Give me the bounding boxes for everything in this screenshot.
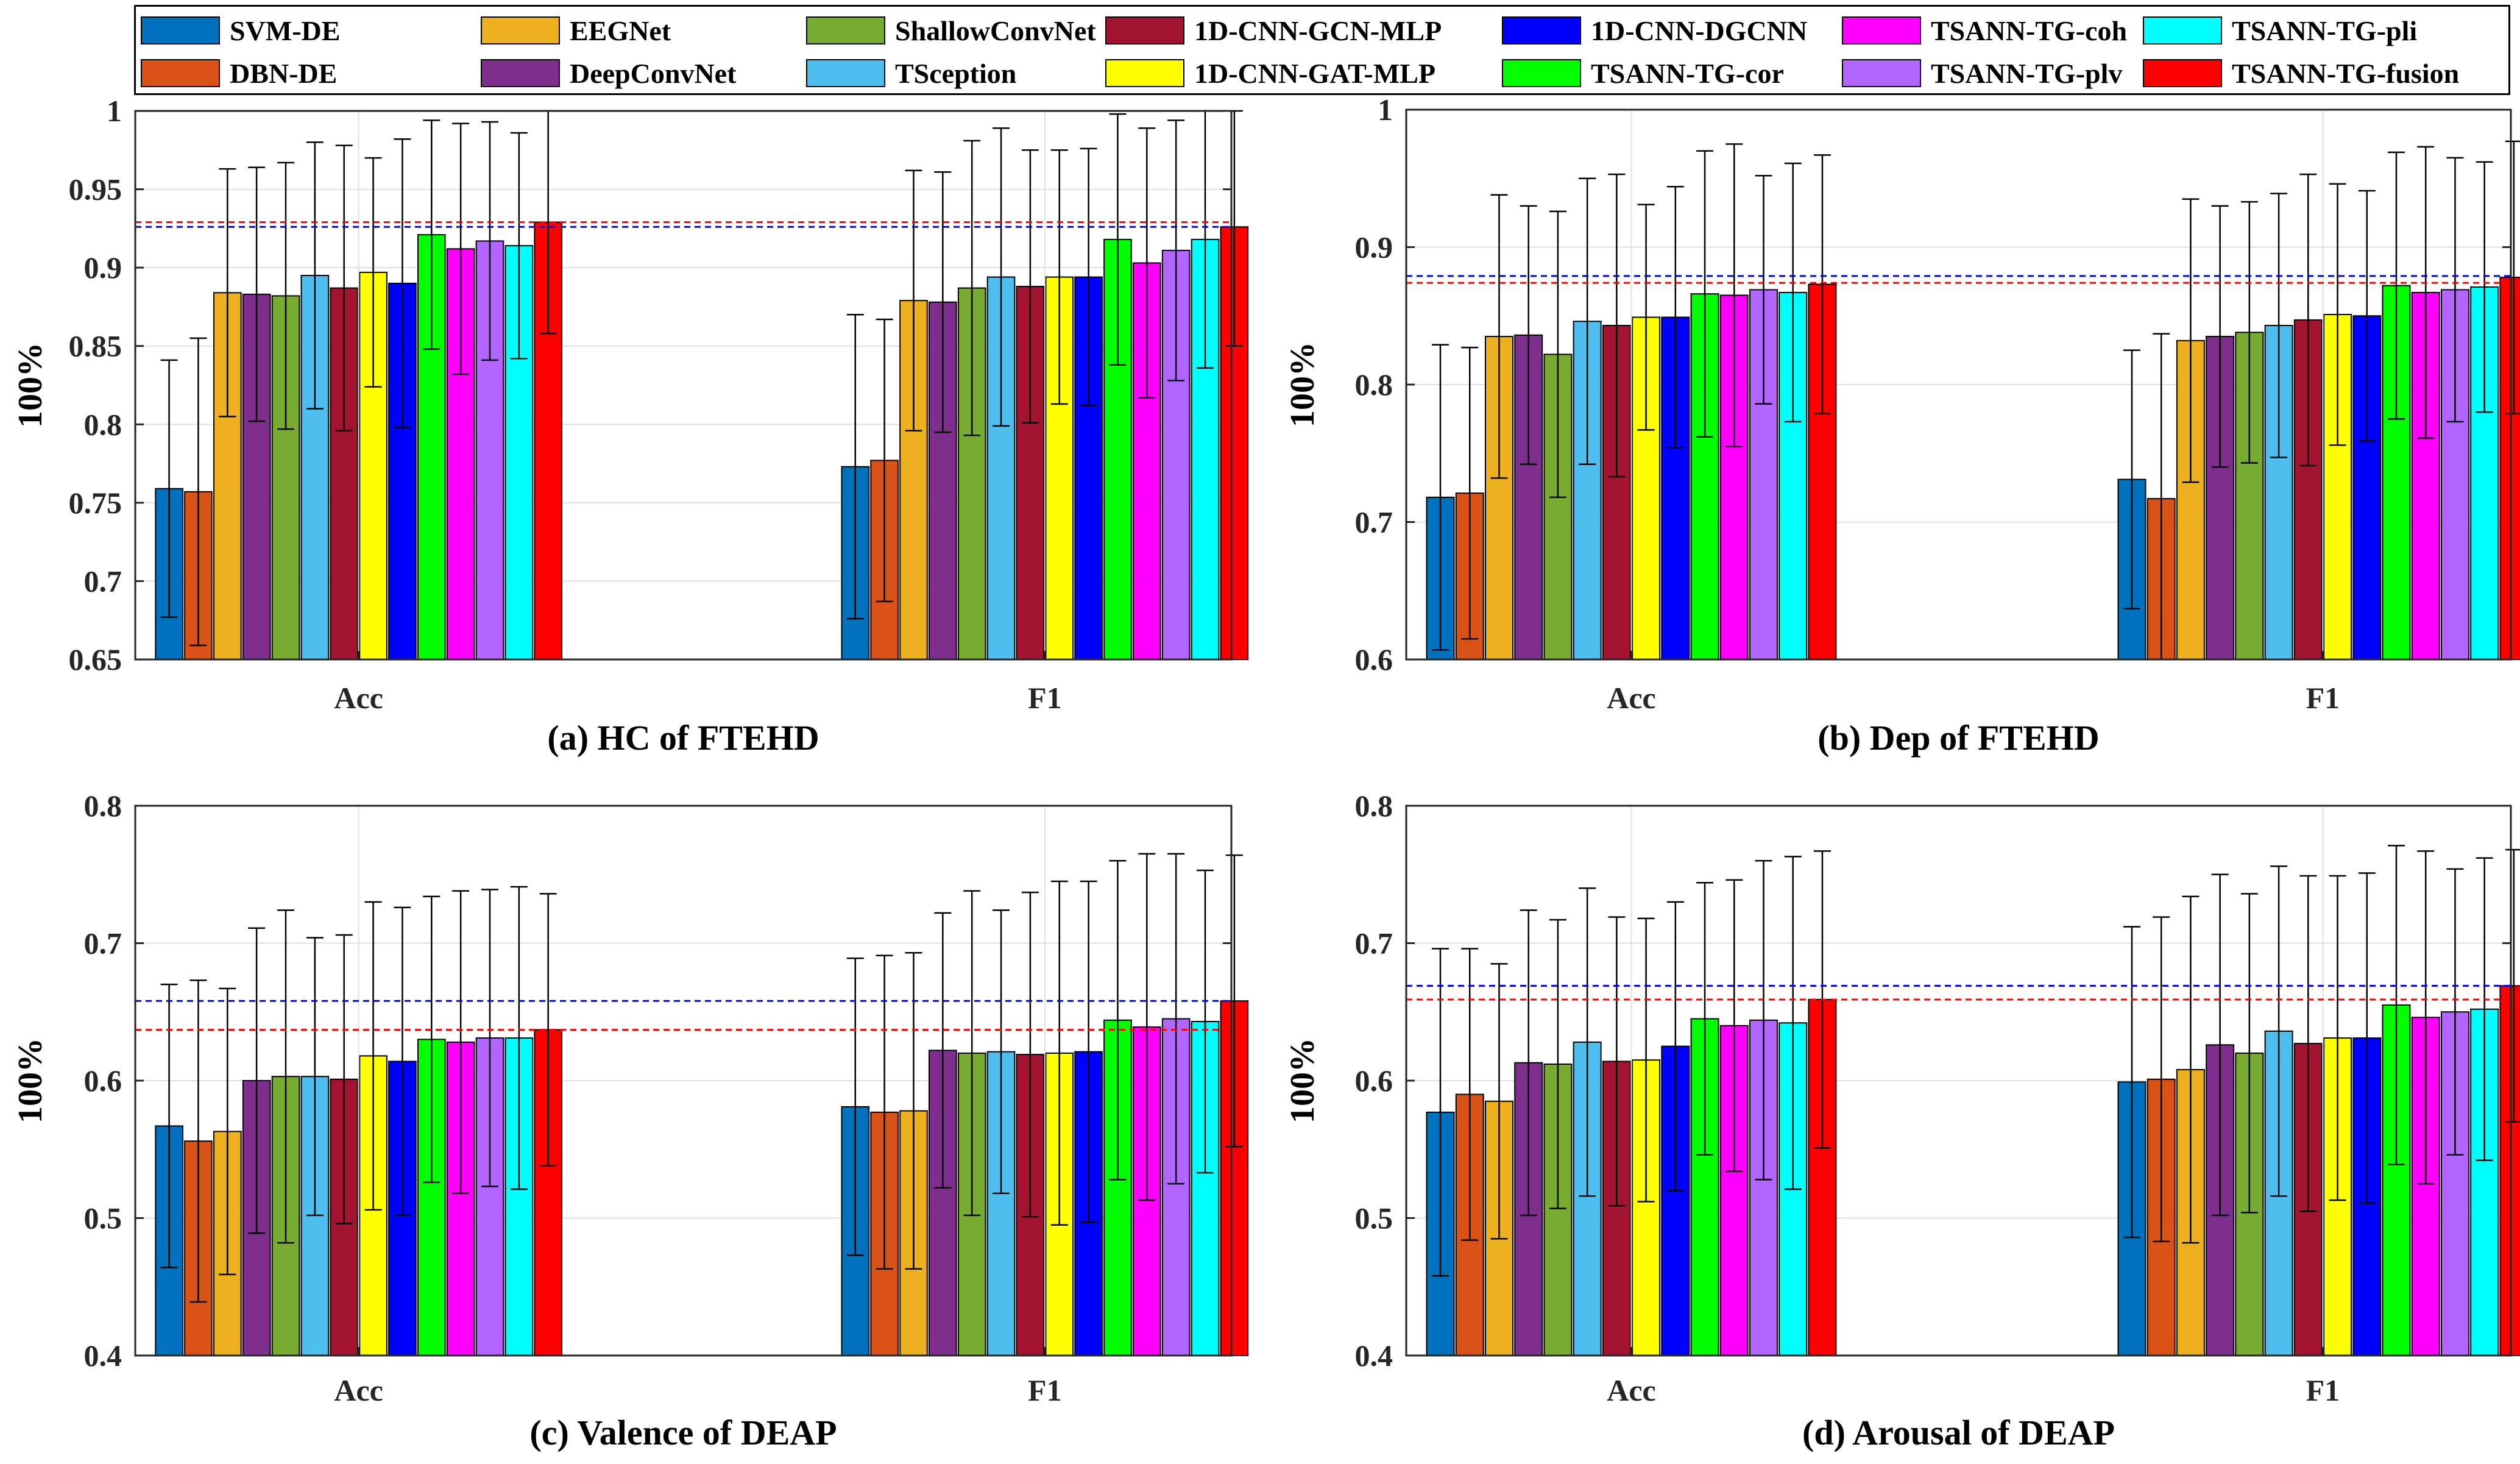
legend-swatch: [2143, 16, 2222, 44]
chart-panel: 0.6 0.7 0.8 0.9 1 Acc F1 100% (b) Dep of FTEHD: [1284, 93, 2520, 758]
legend-swatch: [1105, 59, 1184, 87]
legend-swatch: [481, 16, 560, 44]
y-tick-label: 0.7: [1355, 926, 1393, 961]
chart-panel: 0.4 0.5 0.6 0.7 0.8 Acc F1 100% (d) Arousal of D…: [1284, 789, 2520, 1452]
y-tick-label: 0.6: [1355, 642, 1393, 677]
y-tick-label: 1: [107, 94, 122, 128]
y-axis-label: 100%: [12, 1038, 49, 1123]
legend-swatch: [806, 59, 885, 87]
x-tick-label: Acc: [1607, 1373, 1656, 1407]
y-tick-label: 0.75: [69, 486, 122, 520]
legend-item: DBN-DE: [141, 54, 337, 92]
y-axis-label: 100%: [1284, 342, 1322, 427]
x-tick-label: F1: [1028, 1373, 1062, 1407]
y-tick-label: 0.8: [1355, 368, 1393, 402]
legend-swatch: [806, 16, 885, 44]
legend-label: 1D-CNN-GAT-MLP: [1194, 57, 1436, 89]
legend-item: TSception: [806, 54, 1016, 92]
y-tick-label: 0.4: [84, 1338, 122, 1373]
legend-item: SVM-DE: [141, 12, 340, 49]
y-tick-label: 0.7: [84, 564, 122, 598]
y-tick-label: 0.4: [1355, 1338, 1393, 1373]
y-tick-label: 0.8: [84, 789, 122, 823]
axes-frame: [1405, 805, 2512, 1357]
legend-swatch: [141, 16, 220, 44]
chart-panel: 0.65 0.7 0.75 0.8 0.85 0.9 0.95 1 Acc F1 100% (a) H…: [12, 94, 1249, 758]
axes-frame: [134, 805, 1233, 1357]
legend-item: TSANN-TG-cor: [1502, 54, 1784, 92]
legend-label: TSANN-TG-plv: [1931, 57, 2123, 89]
x-tick-label: F1: [2306, 681, 2340, 715]
bar: [2470, 1008, 2499, 1356]
y-tick-label: 0.9: [84, 251, 122, 285]
legend-swatch: [1842, 16, 1921, 44]
bar: [1132, 262, 1161, 660]
chart-title: (b) Dep of FTEHD: [1817, 718, 2099, 758]
legend-swatch: [1502, 59, 1581, 87]
legend-label: TSANN-TG-cor: [1591, 57, 1784, 89]
y-tick-label: 0.6: [84, 1064, 122, 1098]
legend-label: EEGNet: [570, 15, 671, 46]
bar: [300, 275, 330, 660]
legend-item: 1D-CNN-DGCNN: [1502, 12, 1807, 49]
y-axis-label: 100%: [12, 343, 49, 428]
y-tick-label: 0.7: [84, 926, 122, 961]
y-tick-label: 0.5: [84, 1201, 122, 1235]
legend-label: 1D-CNN-GCN-MLP: [1194, 15, 1442, 46]
y-tick-label: 1: [1378, 93, 1393, 127]
legend-label: TSANN-TG-pli: [2232, 15, 2418, 46]
legend-label: DBN-DE: [230, 57, 338, 89]
axes-frame: [1405, 108, 2512, 661]
legend-swatch: [1105, 16, 1184, 44]
legend-swatch: [1502, 16, 1581, 44]
y-tick-label: 0.5: [1355, 1201, 1393, 1235]
y-tick-label: 0.7: [1355, 505, 1393, 539]
legend-item: TSANN-TG-plv: [1842, 54, 2122, 92]
legend-item: ShallowConvNet: [806, 12, 1096, 49]
y-axis-label: 100%: [1284, 1038, 1322, 1123]
bar: [2411, 1017, 2440, 1356]
legend-label: TSANN-TG-fusion: [2232, 57, 2460, 89]
legend-label: 1D-CNN-DGCNN: [1591, 15, 1808, 46]
legend-item: 1D-CNN-GAT-MLP: [1105, 54, 1435, 92]
y-tick-label: 0.85: [69, 329, 122, 363]
y-tick-label: 0.9: [1355, 230, 1393, 265]
legend-swatch: [1842, 59, 1921, 87]
legend-swatch: [481, 59, 560, 87]
legend-item: DeepConvNet: [481, 54, 736, 92]
y-tick-label: 0.8: [84, 407, 122, 441]
axes-frame: [134, 110, 1233, 661]
legend-label: ShallowConvNet: [895, 15, 1096, 46]
y-tick-label: 0.95: [69, 172, 122, 207]
x-tick-label: Acc: [1607, 681, 1656, 715]
chart-title: (d) Arousal of DEAP: [1802, 1413, 2115, 1452]
legend-item: TSANN-TG-pli: [2143, 12, 2417, 49]
legend-label: DeepConvNet: [570, 57, 737, 89]
x-tick-label: F1: [1028, 681, 1062, 715]
legend-label: TSANN-TG-coh: [1931, 15, 2128, 46]
chart-title: (c) Valence of DEAP: [529, 1413, 837, 1452]
legend-label: SVM-DE: [230, 15, 341, 46]
x-tick-label: Acc: [334, 1373, 383, 1407]
chart-title: (a) HC of FTEHD: [547, 718, 819, 758]
legend-item: TSANN-TG-fusion: [2143, 54, 2459, 92]
legend-swatch: [2143, 59, 2222, 87]
y-tick-label: 0.8: [1355, 789, 1393, 823]
legend: SVM-DE DBN-DE EEGNet DeepConvNet ShallowConv…: [134, 5, 2510, 95]
x-tick-label: F1: [2306, 1373, 2340, 1407]
legend-item: EEGNet: [481, 12, 671, 49]
y-tick-label: 0.6: [1355, 1064, 1393, 1098]
legend-swatch: [141, 59, 220, 87]
legend-item: TSANN-TG-coh: [1842, 12, 2127, 49]
y-tick-label: 0.65: [69, 642, 122, 677]
x-tick-label: Acc: [334, 681, 383, 715]
legend-label: TSception: [895, 57, 1017, 89]
chart-panel: 0.4 0.5 0.6 0.7 0.8 Acc F1 100% (c) Valence of D…: [12, 789, 1249, 1452]
legend-item: 1D-CNN-GCN-MLP: [1105, 12, 1442, 49]
